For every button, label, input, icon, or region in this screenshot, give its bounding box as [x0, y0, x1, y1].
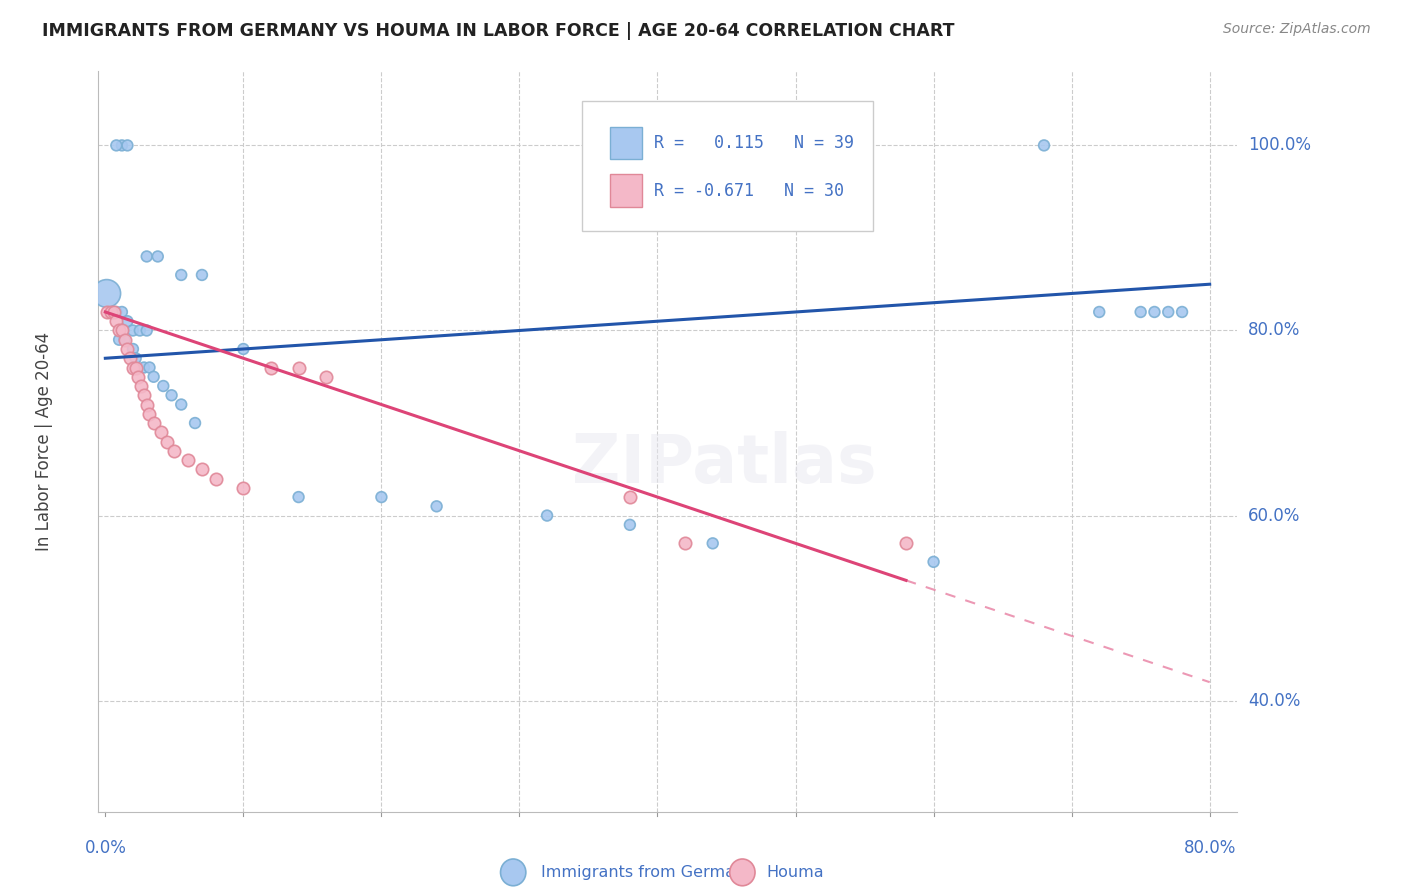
- Point: [184, 416, 207, 430]
- Point: [426, 500, 449, 514]
- Point: [132, 360, 155, 375]
- Text: ZIPatlas: ZIPatlas: [572, 431, 877, 497]
- Point: [108, 333, 131, 347]
- Point: [232, 481, 254, 495]
- Point: [170, 398, 193, 412]
- Point: [128, 323, 150, 337]
- Point: [127, 369, 149, 384]
- Text: 0.0%: 0.0%: [84, 839, 127, 857]
- Point: [125, 360, 148, 375]
- Point: [152, 379, 174, 393]
- Text: 80.0%: 80.0%: [1249, 321, 1301, 340]
- Point: [146, 250, 169, 264]
- Point: [1129, 305, 1152, 319]
- Point: [894, 536, 917, 550]
- Text: Houma: Houma: [766, 865, 824, 880]
- Text: 100.0%: 100.0%: [1249, 136, 1312, 154]
- Point: [111, 323, 134, 337]
- Point: [135, 323, 157, 337]
- Point: [702, 536, 724, 550]
- Point: [114, 333, 136, 347]
- Point: [1088, 305, 1111, 319]
- Point: [135, 250, 157, 264]
- Point: [122, 342, 145, 356]
- Point: [619, 517, 641, 532]
- Point: [105, 305, 128, 319]
- Point: [191, 268, 214, 282]
- Text: 80.0%: 80.0%: [1184, 839, 1236, 857]
- Point: [922, 555, 945, 569]
- Point: [156, 434, 179, 449]
- FancyBboxPatch shape: [582, 101, 873, 230]
- Point: [117, 342, 139, 356]
- Point: [536, 508, 558, 523]
- Point: [1143, 305, 1166, 319]
- Point: [129, 379, 152, 393]
- Point: [149, 425, 172, 440]
- Point: [673, 536, 696, 550]
- Point: [103, 305, 125, 319]
- Point: [370, 490, 392, 504]
- FancyBboxPatch shape: [610, 174, 641, 207]
- Point: [135, 398, 157, 412]
- Text: 40.0%: 40.0%: [1249, 691, 1301, 710]
- Point: [105, 314, 128, 328]
- Point: [138, 360, 160, 375]
- Point: [105, 138, 128, 153]
- Point: [132, 388, 155, 402]
- Point: [287, 490, 309, 504]
- Point: [170, 268, 193, 282]
- Text: 60.0%: 60.0%: [1249, 507, 1301, 524]
- Point: [160, 388, 183, 402]
- Point: [287, 360, 309, 375]
- Text: Immigrants from Germany: Immigrants from Germany: [541, 865, 755, 880]
- Point: [177, 453, 200, 467]
- Point: [191, 462, 214, 476]
- Text: IMMIGRANTS FROM GERMANY VS HOUMA IN LABOR FORCE | AGE 20-64 CORRELATION CHART: IMMIGRANTS FROM GERMANY VS HOUMA IN LABO…: [42, 22, 955, 40]
- Text: In Labor Force | Age 20-64: In Labor Force | Age 20-64: [35, 332, 53, 551]
- Point: [163, 443, 186, 458]
- Point: [100, 305, 122, 319]
- Point: [96, 286, 118, 301]
- Point: [117, 314, 139, 328]
- Point: [315, 369, 337, 384]
- FancyBboxPatch shape: [610, 127, 641, 160]
- Point: [142, 369, 165, 384]
- Point: [111, 305, 134, 319]
- Point: [125, 351, 148, 366]
- Point: [122, 360, 145, 375]
- Point: [142, 416, 165, 430]
- Point: [138, 407, 160, 421]
- Point: [204, 472, 226, 486]
- Point: [117, 138, 139, 153]
- Text: R =   0.115   N = 39: R = 0.115 N = 39: [654, 134, 855, 153]
- Point: [232, 342, 254, 356]
- Point: [114, 333, 136, 347]
- Text: Source: ZipAtlas.com: Source: ZipAtlas.com: [1223, 22, 1371, 37]
- Text: R = -0.671   N = 30: R = -0.671 N = 30: [654, 182, 844, 200]
- Point: [1171, 305, 1194, 319]
- Point: [120, 351, 142, 366]
- Point: [111, 138, 134, 153]
- Point: [96, 305, 118, 319]
- Point: [1033, 138, 1056, 153]
- Point: [1157, 305, 1180, 319]
- Point: [108, 323, 131, 337]
- Point: [619, 490, 641, 504]
- Point: [122, 323, 145, 337]
- Point: [260, 360, 283, 375]
